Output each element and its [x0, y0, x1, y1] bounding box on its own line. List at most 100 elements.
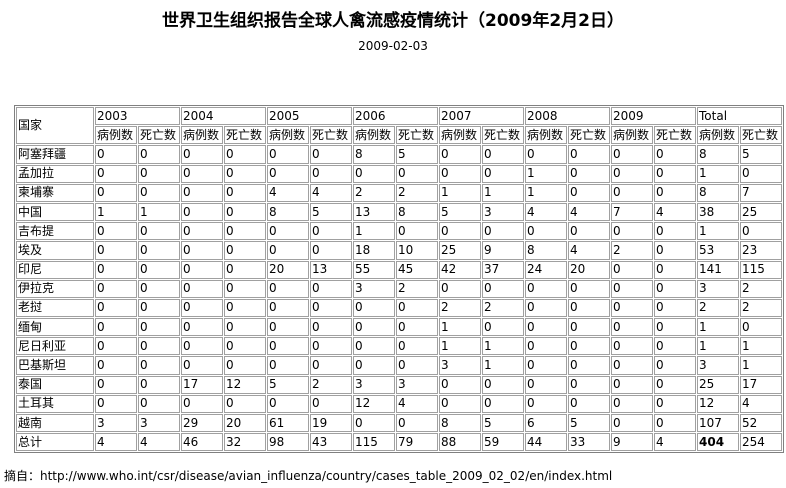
- header-cell: Total: [697, 107, 782, 126]
- country-cell: 阿塞拜疆: [16, 145, 94, 164]
- number-cell: 0: [95, 145, 137, 164]
- number-cell: 79: [396, 433, 438, 452]
- table-row: 柬埔寨 0 0 0 0 4 4 2 2 1 1 1 0 0 0 8 7: [16, 183, 782, 202]
- number-cell: 0: [740, 222, 782, 241]
- number-cell: 4: [396, 394, 438, 413]
- number-cell: 38: [697, 202, 739, 222]
- number-cell: 2: [439, 298, 481, 318]
- number-cell: 12: [353, 394, 395, 413]
- number-cell: 0: [654, 318, 696, 337]
- number-cell: 0: [525, 222, 567, 241]
- number-cell: 254: [740, 433, 782, 452]
- number-cell: 29: [181, 414, 223, 433]
- number-cell: 8: [353, 145, 395, 164]
- number-cell: 0: [525, 394, 567, 413]
- number-cell: 0: [181, 337, 223, 356]
- number-cell: 3: [697, 279, 739, 298]
- number-cell: 2: [740, 279, 782, 298]
- number-cell: 107: [697, 414, 739, 433]
- number-cell: 3: [353, 279, 395, 298]
- number-cell: 0: [396, 164, 438, 183]
- number-cell: 404: [697, 433, 739, 452]
- number-cell: 0: [611, 279, 653, 298]
- number-cell: 1: [482, 337, 524, 356]
- number-cell: 0: [654, 337, 696, 356]
- number-cell: 5: [482, 414, 524, 433]
- number-cell: 0: [224, 337, 266, 356]
- number-cell: 2: [740, 298, 782, 318]
- number-cell: 45: [396, 260, 438, 279]
- number-cell: 0: [568, 375, 610, 394]
- number-cell: 0: [568, 298, 610, 318]
- number-cell: 0: [138, 164, 180, 183]
- number-cell: 59: [482, 433, 524, 452]
- number-cell: 0: [181, 164, 223, 183]
- number-cell: 0: [181, 394, 223, 413]
- number-cell: 13: [310, 260, 352, 279]
- number-cell: 0: [439, 375, 481, 394]
- number-cell: 4: [138, 433, 180, 452]
- number-cell: 0: [439, 222, 481, 241]
- number-cell: 0: [95, 164, 137, 183]
- number-cell: 0: [439, 394, 481, 413]
- subheader-cell: 死亡数: [138, 126, 180, 145]
- number-cell: 0: [310, 318, 352, 337]
- number-cell: 0: [396, 337, 438, 356]
- number-cell: 0: [95, 318, 137, 337]
- number-cell: 0: [95, 356, 137, 375]
- number-cell: 4: [654, 433, 696, 452]
- number-cell: 1: [525, 183, 567, 202]
- country-cell: 伊拉克: [16, 279, 94, 298]
- number-cell: 19: [310, 414, 352, 433]
- number-cell: 3: [439, 356, 481, 375]
- number-cell: 0: [267, 356, 309, 375]
- number-cell: 0: [224, 260, 266, 279]
- number-cell: 0: [95, 394, 137, 413]
- number-cell: 43: [310, 433, 352, 452]
- number-cell: 0: [353, 356, 395, 375]
- number-cell: 0: [310, 279, 352, 298]
- number-cell: 33: [568, 433, 610, 452]
- number-cell: 0: [611, 394, 653, 413]
- number-cell: 0: [568, 356, 610, 375]
- country-cell: 越南: [16, 414, 94, 433]
- number-cell: 6: [525, 414, 567, 433]
- number-cell: 0: [181, 356, 223, 375]
- number-cell: 4: [95, 433, 137, 452]
- number-cell: 25: [740, 202, 782, 222]
- number-cell: 20: [224, 414, 266, 433]
- table-row: 病例数 死亡数 病例数 死亡数 病例数 死亡数 病例数 死亡数 病例数 死亡数 病例数 死亡数 病例数死…: [16, 126, 782, 145]
- number-cell: 0: [181, 145, 223, 164]
- subheader-cell: 病例数: [95, 126, 137, 145]
- number-cell: 0: [310, 337, 352, 356]
- number-cell: 1: [740, 356, 782, 375]
- number-cell: 0: [138, 222, 180, 241]
- number-cell: 32: [224, 433, 266, 452]
- number-cell: 0: [138, 298, 180, 318]
- number-cell: 0: [138, 260, 180, 279]
- country-cell: 总计: [16, 433, 94, 452]
- number-cell: 12: [224, 375, 266, 394]
- number-cell: 3: [697, 356, 739, 375]
- number-cell: 0: [482, 318, 524, 337]
- number-cell: 0: [224, 145, 266, 164]
- number-cell: 1: [439, 337, 481, 356]
- number-cell: 8: [525, 241, 567, 260]
- number-cell: 0: [568, 222, 610, 241]
- number-cell: 2: [353, 183, 395, 202]
- number-cell: 0: [310, 298, 352, 318]
- number-cell: 0: [525, 145, 567, 164]
- number-cell: 0: [310, 222, 352, 241]
- number-cell: 1: [439, 183, 481, 202]
- number-cell: 0: [396, 318, 438, 337]
- number-cell: 20: [568, 260, 610, 279]
- number-cell: 1: [439, 318, 481, 337]
- number-cell: 0: [525, 337, 567, 356]
- number-cell: 0: [224, 318, 266, 337]
- subheader-cell: 病例数: [267, 126, 309, 145]
- number-cell: 115: [353, 433, 395, 452]
- number-cell: 2: [697, 298, 739, 318]
- number-cell: 0: [568, 164, 610, 183]
- country-cell: 孟加拉: [16, 164, 94, 183]
